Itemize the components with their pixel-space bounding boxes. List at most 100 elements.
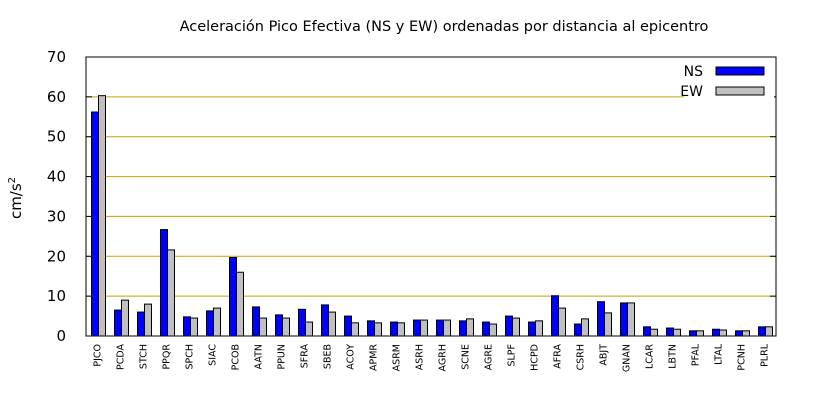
bar-ns (321, 304, 329, 337)
y-axis-label: cm/s2 (7, 177, 25, 219)
bar-ew (443, 319, 451, 337)
bar-ew (673, 328, 681, 337)
bar-ew (627, 302, 635, 337)
x-tick-label: PLRL (760, 343, 771, 367)
x-tick-label: SFRA (300, 344, 311, 369)
x-tick-label: STCH (139, 344, 150, 369)
x-tick-label: LCAR (645, 344, 656, 369)
bar-ns (689, 330, 697, 337)
x-tick-label: SPCH (185, 344, 196, 370)
bar-ew (650, 328, 658, 337)
bar-ew (213, 307, 221, 337)
x-tick-label: HCPD (530, 344, 541, 371)
x-tick-label: PCDA (116, 344, 127, 371)
bar-ew (236, 271, 244, 337)
bar-ew (742, 330, 750, 337)
y-tick-label: 50 (47, 128, 66, 146)
bar-ns (252, 306, 260, 337)
bar-ew (696, 330, 704, 337)
bar-ew (558, 307, 566, 337)
bar-ns (620, 302, 628, 337)
bar-ew (765, 326, 773, 337)
chart-title: Aceleración Pico Efectiva (NS y EW) orde… (180, 19, 709, 35)
bar-ns (643, 326, 651, 337)
legend-swatch-ew (715, 86, 765, 96)
bar-ns (91, 111, 99, 337)
x-tick-label: LTAL (714, 343, 725, 365)
bar-ns (137, 311, 145, 337)
y-tick-label: 60 (47, 88, 66, 106)
x-tick-label: AFRA (553, 344, 564, 369)
bar-ew (282, 317, 290, 337)
bar-ew (489, 323, 497, 337)
legend: NS EW (680, 62, 774, 100)
y-axis-ticks: 0 10 20 30 40 50 60 70 (47, 48, 776, 345)
y-tick-label: 20 (47, 247, 66, 265)
bar-ns (712, 328, 720, 337)
y-tick-label: 70 (47, 48, 66, 66)
x-tick-label: PPQR (162, 344, 173, 370)
x-tick-label: PPUN (277, 344, 288, 370)
bar-ns (459, 320, 467, 337)
x-tick-label: GNAN (622, 344, 633, 372)
grid-lines (86, 96, 776, 297)
bar-ew (305, 321, 313, 337)
y-tick-label: 0 (56, 327, 66, 345)
bar-ew (466, 318, 474, 337)
bar-ew (374, 322, 382, 337)
bar-ew (167, 249, 175, 337)
bar-ns (275, 314, 283, 337)
bar-ew (420, 319, 428, 337)
legend-label: NS (684, 64, 703, 80)
x-tick-label: AATN (254, 344, 265, 369)
x-tick-label: SLPF (507, 344, 518, 367)
bar-ns (298, 308, 306, 337)
bar-ns (666, 327, 674, 337)
y-axis-label-exponent: 2 (7, 177, 18, 183)
bar-ew (604, 312, 612, 337)
x-tick-label: ASRH (415, 344, 426, 370)
x-tick-label: ABJT (599, 344, 610, 366)
x-tick-label: PCOB (231, 344, 242, 370)
bars (91, 95, 773, 337)
bar-ns (505, 315, 513, 337)
plot-frame (85, 56, 777, 337)
bar-ew (535, 320, 543, 337)
bar-ns (735, 330, 743, 337)
x-tick-label: CSRH (576, 344, 587, 370)
bar-ns (597, 301, 605, 337)
x-tick-label: AGRE (484, 344, 495, 370)
bar-ew (328, 311, 336, 337)
bar-ns (758, 326, 766, 337)
bar-ns (206, 310, 214, 337)
y-tick-label: 30 (47, 207, 66, 225)
x-tick-label: APMR (369, 344, 380, 371)
x-tick-label: AGRH (438, 344, 449, 371)
bar-ns (413, 319, 421, 337)
bar-ew (581, 318, 589, 337)
y-tick-label: 10 (47, 287, 66, 305)
x-tick-label: LBTN (668, 344, 679, 369)
bar-ns (344, 315, 352, 337)
bar-ns (528, 321, 536, 337)
x-tick-label: SIAC (208, 344, 219, 366)
x-tick-label: ASRM (392, 344, 403, 371)
legend-label: EW (680, 84, 703, 100)
bar-ns (367, 320, 375, 337)
bar-ns (390, 321, 398, 337)
x-tick-label: PFAL (691, 343, 702, 366)
x-tick-label: PJCO (93, 344, 104, 367)
bar-ns (183, 316, 191, 337)
bar-ew (397, 322, 405, 337)
bar-ns (482, 321, 490, 337)
bar-ns (114, 309, 122, 337)
legend-swatch-ns (715, 66, 765, 76)
bar-ew (719, 329, 727, 337)
bar-ew (259, 317, 267, 337)
bar-ns (160, 229, 168, 337)
bar-ew (144, 303, 152, 337)
x-tick-label: ACOY (346, 344, 357, 370)
bar-ew (98, 95, 106, 337)
bar-ns (229, 256, 237, 337)
